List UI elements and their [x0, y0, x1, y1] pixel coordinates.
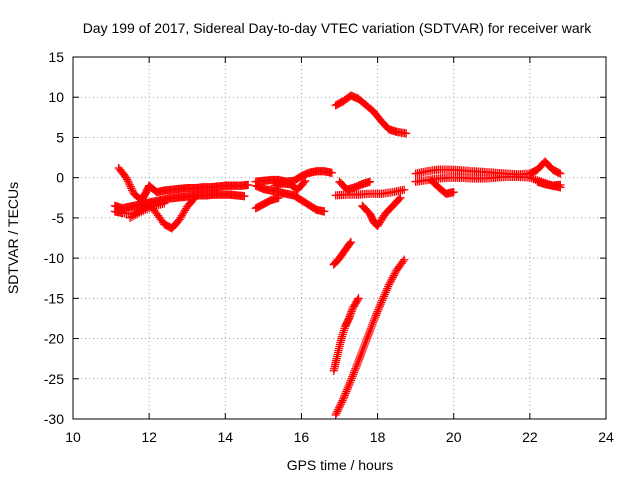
x-tick-label: 12: [141, 429, 157, 445]
y-tick-label: -25: [44, 371, 64, 387]
data-point: [556, 169, 565, 178]
series-dive-steep-short: [329, 237, 356, 269]
y-tick-label: 0: [56, 170, 64, 186]
series-mid-bump: [270, 176, 310, 194]
data-point: [243, 180, 253, 190]
series-late-flat: [331, 185, 409, 200]
x-tick-label: 18: [370, 429, 386, 445]
series-early-cross: [125, 199, 169, 223]
y-tick-label: -30: [44, 411, 64, 427]
data-point: [365, 177, 375, 186]
y-tick-label: 5: [56, 129, 64, 145]
series-early-cluster-upper: [114, 163, 253, 205]
series-upper-arc: [331, 91, 411, 138]
data-point: [190, 193, 199, 202]
x-tick-label: 10: [65, 429, 81, 445]
series-late-bump: [335, 177, 375, 194]
data-point: [327, 168, 337, 177]
data-point: [346, 237, 356, 247]
data-point: [240, 192, 249, 201]
data-point: [556, 180, 565, 190]
plot-frame: [72, 56, 607, 420]
series-mid-cluster: [251, 167, 337, 186]
series-right-tail: [533, 177, 565, 190]
y-tick-label: 10: [48, 89, 64, 105]
series-mid-lower: [251, 181, 329, 216]
axis-ticks: 10 12 14 16 18 20 22 24 -30 -25 -20 -15 -10 -5 0 5 10 15: [44, 49, 614, 445]
y-tick-label: -10: [44, 250, 64, 266]
series-early-cluster-lower: [110, 190, 249, 213]
series-right-spur: [426, 175, 458, 198]
data-point: [401, 129, 411, 138]
grid: [73, 57, 606, 419]
series-late-drop: [358, 193, 405, 231]
data-point: [320, 207, 329, 216]
y-tick-label: -5: [52, 210, 65, 226]
data-point: [353, 295, 362, 305]
data-points: [110, 91, 565, 420]
data-point: [394, 194, 404, 204]
y-axis-title: SDTVAR / TECUs: [5, 182, 21, 294]
data-point: [301, 176, 310, 186]
x-axis-title: GPS time / hours: [287, 457, 394, 473]
data-point: [400, 185, 409, 194]
data-point: [396, 193, 405, 202]
x-tick-label: 22: [522, 429, 538, 445]
data-point: [274, 193, 283, 202]
series-dive-middle: [329, 294, 363, 375]
series-mid-trough: [251, 193, 283, 213]
y-tick-label: -15: [44, 290, 64, 306]
series-dive-long: [331, 255, 409, 420]
data-point: [400, 255, 409, 264]
data-point: [554, 168, 564, 178]
data-point: [160, 199, 169, 208]
data-point: [354, 294, 363, 303]
y-tick-label: -20: [44, 331, 64, 347]
series-right-lower: [411, 172, 565, 192]
x-tick-label: 16: [294, 429, 310, 445]
data-point: [449, 187, 458, 197]
x-tick-label: 24: [598, 429, 614, 445]
data-point: [299, 178, 309, 187]
data-point: [189, 195, 198, 204]
data-point: [345, 239, 355, 248]
x-tick-label: 20: [446, 429, 462, 445]
y-tick-label: 15: [48, 49, 64, 65]
x-tick-label: 14: [217, 429, 233, 445]
chart-title: Day 199 of 2017, Sidereal Day-to-day VTE…: [83, 20, 593, 36]
